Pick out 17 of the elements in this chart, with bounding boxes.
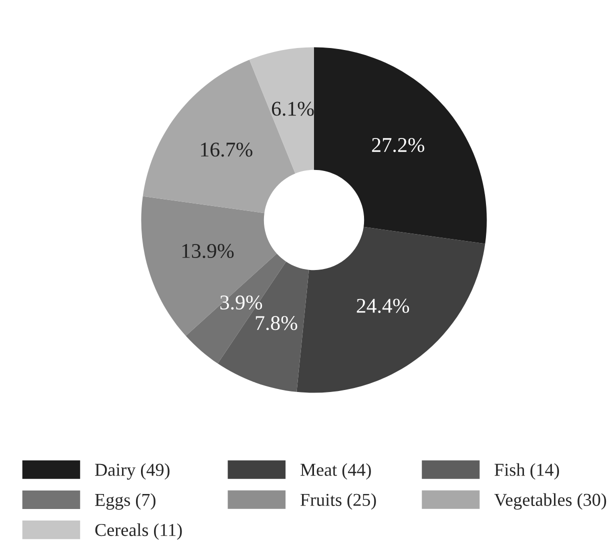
legend-label: Fruits (25)	[300, 493, 376, 510]
data-label: 3.9%	[220, 295, 262, 310]
legend-label: Cereals (11)	[95, 523, 182, 540]
donut-slice	[314, 47, 487, 244]
data-label: 7.8%	[256, 316, 298, 330]
legend-label: Dairy (49)	[95, 463, 170, 480]
legend-label: Fish (14)	[494, 463, 559, 480]
legend-label: Eggs (7)	[95, 493, 156, 510]
legend-label: Meat (44)	[300, 463, 371, 480]
data-label: 13.9%	[182, 244, 234, 258]
donut-slice	[296, 226, 486, 393]
legend-label: Vegetables (30)	[494, 493, 606, 510]
donut-slice	[218, 262, 309, 392]
data-label: 6.1%	[272, 102, 314, 116]
data-label: 24.4%	[356, 298, 410, 313]
data-label: 16.7%	[201, 142, 252, 157]
data-label: 27.2%	[372, 138, 424, 152]
